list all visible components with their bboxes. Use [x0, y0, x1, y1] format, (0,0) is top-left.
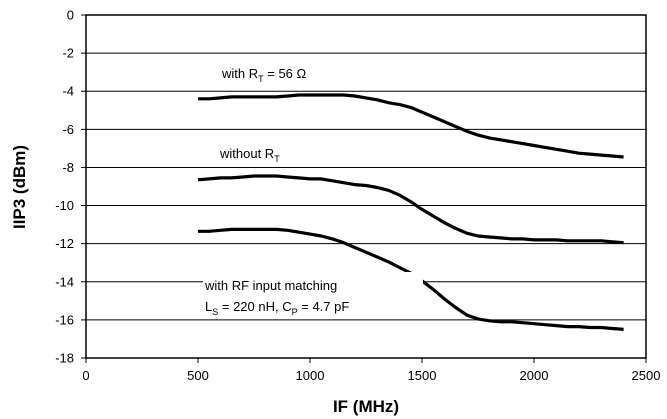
y-tick-label: -14 — [55, 274, 74, 289]
annotation-ls-main: L — [205, 299, 212, 314]
y-tick-label: -12 — [55, 236, 74, 251]
annotation-ls-sub: S — [212, 307, 218, 317]
x-tick-label: 500 — [187, 368, 209, 383]
annotation-ls-tail: = 220 nH, C — [218, 299, 291, 314]
x-tick-label: 1000 — [296, 368, 325, 383]
annotation-rf-matching-box — [203, 272, 423, 319]
x-tick-label: 0 — [82, 368, 89, 383]
y-tick-label: -4 — [62, 84, 74, 99]
series-line-1 — [198, 93, 624, 159]
x-tick-label: 2000 — [520, 368, 549, 383]
y-tick-label: -8 — [62, 160, 74, 175]
annotation-with-rt: with RT = 56 Ω — [221, 66, 307, 84]
y-tick-label: -16 — [55, 312, 74, 327]
y-axis-ticks: 0 -2 -4 -6 -8 -10 -12 -14 -16 -18 — [55, 8, 86, 366]
series-line-2 — [197, 174, 624, 245]
x-tick-label: 2500 — [632, 368, 661, 383]
y-tick-label: -6 — [62, 122, 74, 137]
annotation-cp-tail: = 4.7 pF — [298, 299, 350, 314]
annotation-without-rt-main: without R — [219, 146, 274, 161]
y-tick-label: -2 — [62, 46, 74, 61]
annotation-with-rt-tail: = 56 Ω — [264, 66, 307, 81]
annotation-with-rt-main: with R — [221, 66, 258, 81]
annotation-cp-sub: P — [292, 307, 298, 317]
y-tick-label: -10 — [55, 198, 74, 213]
plot-area-frame — [85, 14, 647, 359]
x-tick-label: 1500 — [408, 368, 437, 383]
annotation-rf-matching-line2: LS = 220 nH, CP = 4.7 pF — [205, 299, 349, 317]
annotation-with-rt-sub: T — [258, 74, 264, 84]
gridlines — [86, 52, 646, 321]
y-tick-label: 0 — [67, 8, 74, 23]
x-axis-ticks: 0 500 1000 1500 2000 2500 — [82, 358, 660, 383]
annotation-without-rt-sub: T — [274, 154, 280, 164]
x-axis-title: IF (MHz) — [333, 397, 399, 416]
y-tick-label: -18 — [55, 351, 74, 366]
y-axis-title: IIP3 (dBm) — [10, 145, 29, 229]
annotation-rf-matching-line1: with RF input matching — [204, 278, 337, 293]
annotation-without-rt: without RT — [219, 146, 280, 164]
